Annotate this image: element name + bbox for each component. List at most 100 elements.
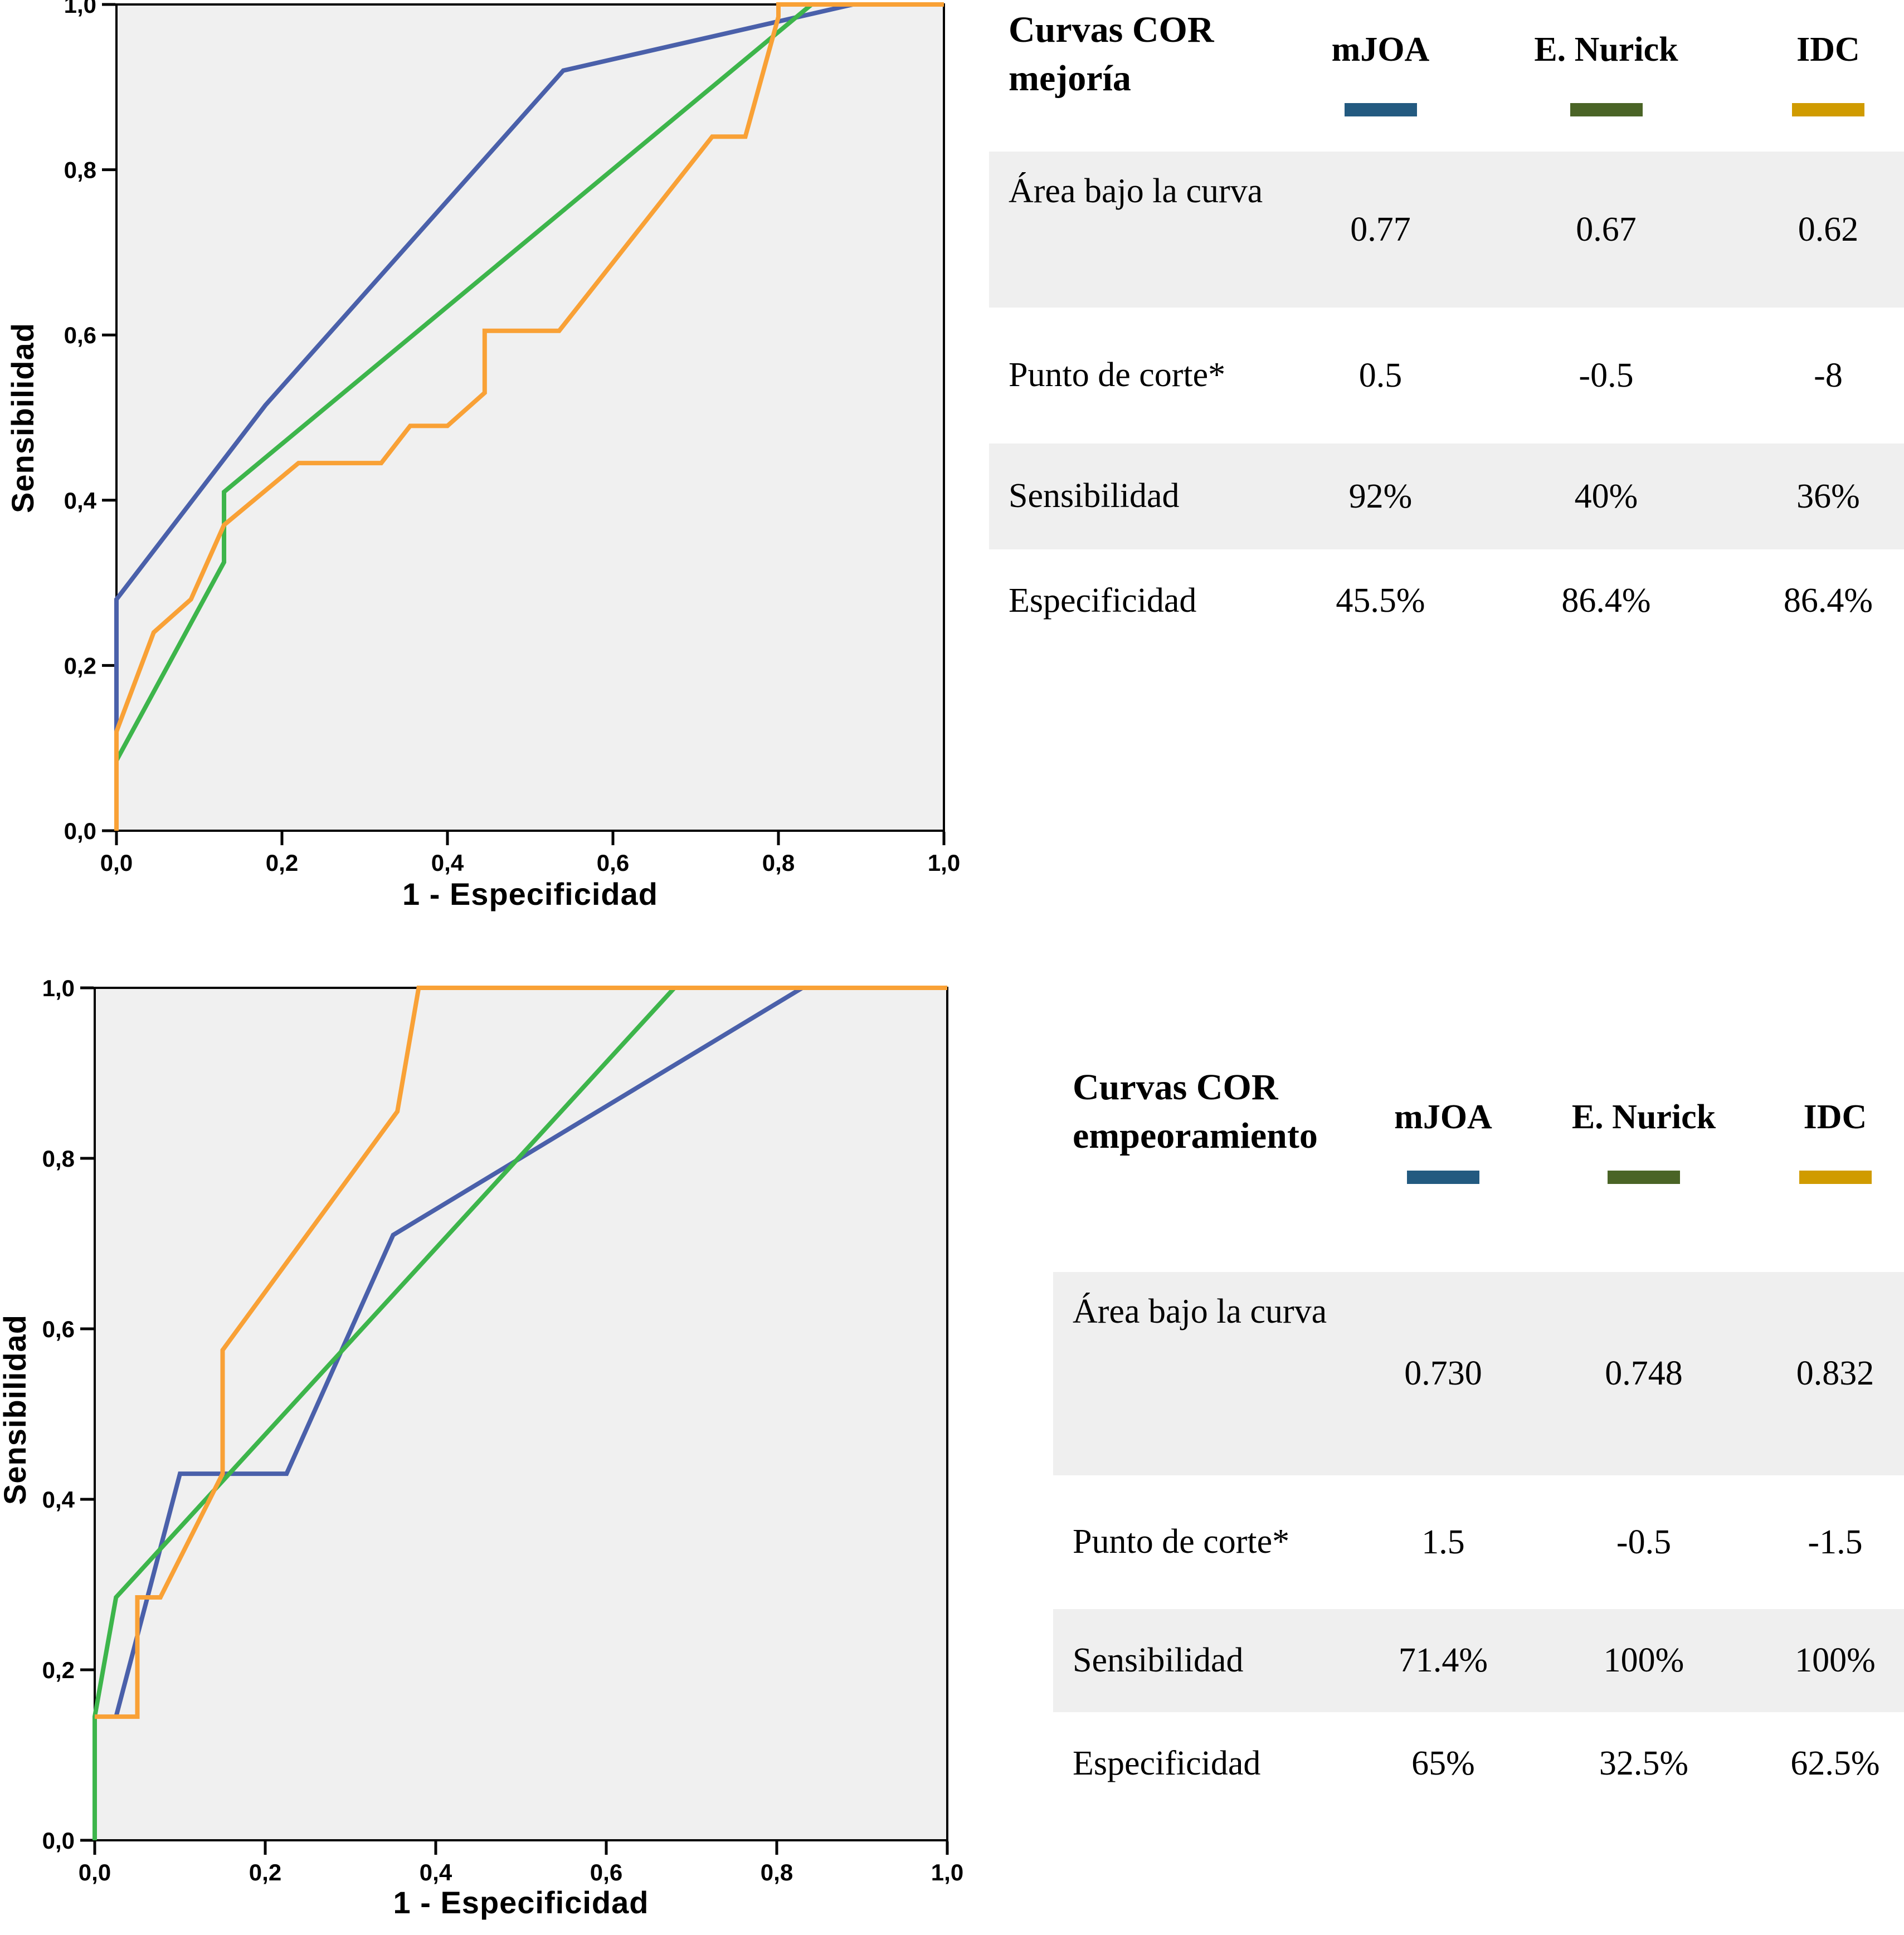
legend-swatch	[1344, 103, 1417, 116]
table-row: Punto de corte* 0.5 -0.5 -8	[989, 308, 1904, 443]
y-tick-label: 1,0	[64, 0, 96, 18]
table-title: Curvas COR empeoramiento	[1073, 1067, 1318, 1157]
x-tick-label: 0,4	[431, 850, 464, 876]
table-row: Sensibilidad 92% 40% 36%	[989, 443, 1904, 549]
y-tick-label: 0,4	[42, 1486, 75, 1513]
table-header: Curvas COR mejoría mJOA E. Nurick IDC	[989, 6, 1904, 152]
cell-value: -0.5	[1579, 356, 1634, 394]
y-tick-label: 0,2	[42, 1657, 75, 1683]
cell-value: 0.77	[1350, 210, 1411, 248]
x-tick-label: 1,0	[931, 1859, 963, 1885]
y-tick-label: 0,6	[64, 322, 96, 348]
x-axis-title: 1 - Especificidad	[402, 876, 658, 912]
cell-value: -0.5	[1616, 1523, 1672, 1561]
column-header-label: IDC	[1803, 1098, 1867, 1136]
column-header: IDC	[1766, 1053, 1904, 1272]
table-row: Punto de corte* 1.5 -0.5 -1.5	[1053, 1475, 1904, 1609]
y-tick-label: 0,8	[64, 157, 96, 183]
y-tick-label: 0,4	[64, 488, 97, 514]
row-label: Especificidad	[1009, 581, 1197, 620]
row-label: Sensibilidad	[1073, 1641, 1244, 1679]
cell-value: 86.4%	[1783, 582, 1873, 620]
legend-swatch	[1608, 1171, 1680, 1184]
cell-value: 65%	[1411, 1744, 1475, 1782]
cell-value: 0.748	[1605, 1354, 1683, 1392]
table-title: Curvas COR mejoría	[1009, 9, 1214, 99]
x-tick-label: 0,8	[762, 850, 795, 876]
column-header: IDC	[1752, 6, 1904, 152]
cell-value: 40%	[1574, 477, 1638, 515]
cell-value: 71.4%	[1398, 1641, 1488, 1679]
table-row: Sensibilidad 71.4% 100% 100%	[1053, 1609, 1904, 1712]
cell-value: 1.5	[1421, 1523, 1465, 1561]
roc-chart-empeoramiento: 0,0 0,2 0,4 0,6 0,8 1,0 0,0 0,2 0,4 0,6 0,8 1,0 1 -…	[0, 958, 986, 1935]
column-header: mJOA	[1301, 6, 1460, 152]
results-table-empeoramiento: Curvas COR empeoramiento mJOA E. Nurick IDC…	[1053, 1053, 1904, 1815]
y-axis-title: Sensibilidad	[0, 1314, 32, 1505]
cell-value: -1.5	[1808, 1523, 1863, 1561]
x-tick-label: 0,4	[420, 1859, 452, 1885]
y-tick-label: 1,0	[42, 975, 75, 1001]
column-header-label: mJOA	[1394, 1098, 1492, 1136]
cell-value: 92%	[1348, 477, 1413, 515]
row-label: Área bajo la curva	[1073, 1293, 1327, 1330]
y-tick-label: 0,0	[42, 1827, 75, 1854]
y-tick-label: 0,6	[42, 1316, 75, 1342]
cell-value: 86.4%	[1561, 582, 1651, 620]
table-row: Área bajo la curva 0.730 0.748 0.832	[1053, 1272, 1904, 1475]
plot-area	[116, 4, 944, 831]
table-row: Especificidad 65% 32.5% 62.5%	[1053, 1712, 1904, 1815]
row-label: Punto de corte*	[1073, 1523, 1290, 1561]
cell-value: -8	[1814, 356, 1843, 394]
x-tick-label: 0,8	[761, 1859, 793, 1885]
table-row: Especificidad 45.5% 86.4% 86.4%	[989, 549, 1904, 652]
y-tick-label: 0,0	[64, 818, 96, 844]
cell-value: 0.62	[1798, 210, 1859, 248]
legend-swatch	[1799, 1171, 1872, 1184]
column-header: mJOA	[1365, 1053, 1521, 1272]
x-tick-label: 0,0	[79, 1859, 111, 1885]
column-header-label: E. Nurick	[1534, 31, 1678, 69]
legend-swatch	[1570, 103, 1643, 116]
x-tick-label: 0,2	[249, 1859, 281, 1885]
x-axis-title: 1 - Especificidad	[393, 1885, 649, 1920]
legend-swatch	[1792, 103, 1864, 116]
x-tick-label: 0,0	[100, 850, 133, 876]
cell-value: 45.5%	[1336, 582, 1425, 620]
row-label: Especificidad	[1073, 1744, 1261, 1782]
cell-value: 100%	[1603, 1641, 1684, 1679]
x-tick-label: 0,6	[597, 850, 629, 876]
cell-value: 0.67	[1576, 210, 1637, 248]
x-tick-label: 0,6	[590, 1859, 622, 1885]
cell-value: 0.730	[1404, 1354, 1482, 1392]
x-tick-label: 1,0	[928, 850, 960, 876]
cell-value: 62.5%	[1790, 1744, 1880, 1782]
column-header-label: E. Nurick	[1571, 1098, 1716, 1136]
roc-chart-empeoramiento-svg: 0,0 0,2 0,4 0,6 0,8 1,0 0,0 0,2 0,4 0,6 0,8 1,0	[42, 975, 964, 1885]
column-header-label: IDC	[1796, 31, 1860, 69]
row-label: Sensibilidad	[1009, 477, 1180, 515]
plot-area	[95, 988, 947, 1840]
column-header: E. Nurick	[1460, 6, 1752, 152]
table-row: Área bajo la curva 0.77 0.67 0.62	[989, 152, 1904, 308]
x-tick-label: 0,2	[266, 850, 298, 876]
y-axis-title: Sensibilidad	[5, 323, 40, 513]
cell-value: 0.5	[1358, 356, 1403, 394]
table-header: Curvas COR empeoramiento mJOA E. Nurick IDC	[1053, 1053, 1904, 1272]
roc-chart-mejoria-svg: 0,0 0,2 0,4 0,6 0,8 1,0 0,0 0,2 0,4 0,6 0,8 1,0	[64, 0, 961, 876]
row-label: Punto de corte*	[1009, 356, 1226, 394]
cell-value: 100%	[1795, 1641, 1876, 1679]
roc-curve-idc	[95, 986, 947, 1719]
results-table-mejoria: Curvas COR mejoría mJOA E. Nurick IDC Área b…	[989, 6, 1904, 652]
column-header-label: mJOA	[1331, 31, 1430, 69]
plot-frame	[115, 3, 945, 832]
cell-value: 32.5%	[1599, 1744, 1689, 1782]
y-tick-label: 0,2	[64, 652, 96, 679]
row-label: Área bajo la curva	[1009, 172, 1263, 210]
cell-value: 0.832	[1796, 1354, 1874, 1392]
legend-swatch	[1407, 1171, 1479, 1184]
roc-chart-mejoria: 0,0 0,2 0,4 0,6 0,8 1,0 0,0 0,2 0,4 0,6 0,8 1,0 1 -…	[0, 0, 986, 958]
y-tick-label: 0,8	[42, 1146, 75, 1172]
roc-curve-idc	[114, 2, 944, 831]
